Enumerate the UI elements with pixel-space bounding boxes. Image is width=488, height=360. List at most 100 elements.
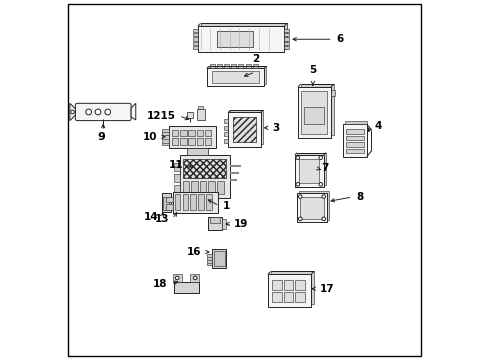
- Text: 11: 11: [168, 159, 183, 170]
- Bar: [224, 64, 228, 68]
- Bar: [284, 37, 288, 41]
- Bar: [196, 130, 203, 136]
- Bar: [208, 66, 266, 84]
- Bar: [182, 194, 188, 210]
- Bar: [192, 33, 197, 36]
- Bar: [231, 64, 236, 68]
- Bar: [163, 197, 169, 210]
- Circle shape: [175, 276, 179, 280]
- Bar: [192, 37, 197, 41]
- Bar: [224, 126, 228, 130]
- Bar: [330, 90, 334, 96]
- Text: 19: 19: [233, 219, 247, 229]
- Bar: [252, 64, 257, 68]
- Text: 17: 17: [319, 284, 333, 294]
- Bar: [174, 282, 199, 293]
- Bar: [171, 138, 178, 145]
- Circle shape: [193, 276, 197, 280]
- Text: 7: 7: [320, 163, 327, 174]
- Bar: [270, 271, 313, 304]
- Text: 18: 18: [152, 279, 167, 289]
- Circle shape: [318, 183, 322, 186]
- Bar: [212, 71, 258, 83]
- Bar: [216, 64, 222, 68]
- Bar: [171, 130, 178, 136]
- Circle shape: [295, 156, 299, 159]
- Bar: [245, 64, 250, 68]
- Bar: [212, 249, 226, 268]
- Bar: [283, 280, 292, 290]
- Bar: [238, 64, 243, 68]
- Bar: [174, 174, 179, 182]
- Bar: [298, 191, 329, 220]
- Bar: [230, 110, 263, 144]
- Text: 8: 8: [355, 192, 363, 202]
- Bar: [166, 204, 172, 210]
- Bar: [296, 153, 325, 185]
- Text: 13: 13: [154, 214, 168, 224]
- Bar: [206, 68, 264, 86]
- Bar: [198, 106, 203, 109]
- Bar: [284, 46, 288, 49]
- Bar: [284, 29, 288, 32]
- Bar: [272, 292, 281, 302]
- Text: 9: 9: [97, 132, 105, 143]
- Circle shape: [295, 183, 299, 186]
- Bar: [222, 219, 226, 229]
- Bar: [300, 197, 323, 219]
- Bar: [182, 181, 189, 194]
- Circle shape: [318, 156, 322, 159]
- Circle shape: [298, 217, 302, 221]
- Bar: [174, 185, 179, 193]
- Bar: [166, 197, 172, 202]
- Bar: [217, 31, 253, 47]
- Bar: [197, 26, 284, 52]
- Bar: [172, 192, 217, 213]
- Bar: [345, 121, 366, 124]
- Bar: [179, 155, 230, 198]
- Bar: [192, 46, 197, 49]
- Text: 4: 4: [374, 121, 382, 131]
- Bar: [200, 23, 286, 49]
- Bar: [197, 109, 204, 120]
- Bar: [346, 129, 363, 134]
- Bar: [191, 181, 197, 194]
- FancyBboxPatch shape: [75, 103, 131, 121]
- Bar: [186, 112, 192, 118]
- Bar: [192, 42, 197, 45]
- Bar: [204, 130, 211, 136]
- Text: 10: 10: [142, 132, 157, 142]
- Bar: [180, 130, 186, 136]
- Bar: [200, 181, 206, 194]
- Text: 1: 1: [223, 201, 230, 211]
- Bar: [343, 124, 366, 157]
- Bar: [162, 193, 170, 212]
- Bar: [300, 84, 333, 135]
- Bar: [267, 274, 310, 307]
- Bar: [299, 159, 319, 183]
- Text: 6: 6: [336, 34, 343, 44]
- Bar: [295, 280, 304, 290]
- Bar: [207, 217, 222, 230]
- Bar: [228, 112, 260, 147]
- Circle shape: [70, 110, 74, 114]
- Bar: [209, 64, 214, 68]
- Bar: [295, 292, 304, 302]
- Polygon shape: [70, 103, 75, 121]
- Bar: [224, 119, 228, 123]
- Bar: [224, 132, 228, 136]
- Bar: [294, 155, 323, 187]
- Circle shape: [298, 195, 302, 198]
- Circle shape: [95, 109, 101, 115]
- Bar: [174, 163, 179, 171]
- Bar: [213, 251, 224, 266]
- Text: 3: 3: [272, 123, 279, 133]
- Text: 5: 5: [308, 65, 316, 75]
- Bar: [346, 149, 363, 153]
- Bar: [183, 159, 226, 178]
- Bar: [198, 194, 204, 210]
- Circle shape: [85, 109, 91, 115]
- Bar: [217, 181, 223, 194]
- Text: 16: 16: [186, 247, 201, 257]
- Bar: [304, 107, 324, 124]
